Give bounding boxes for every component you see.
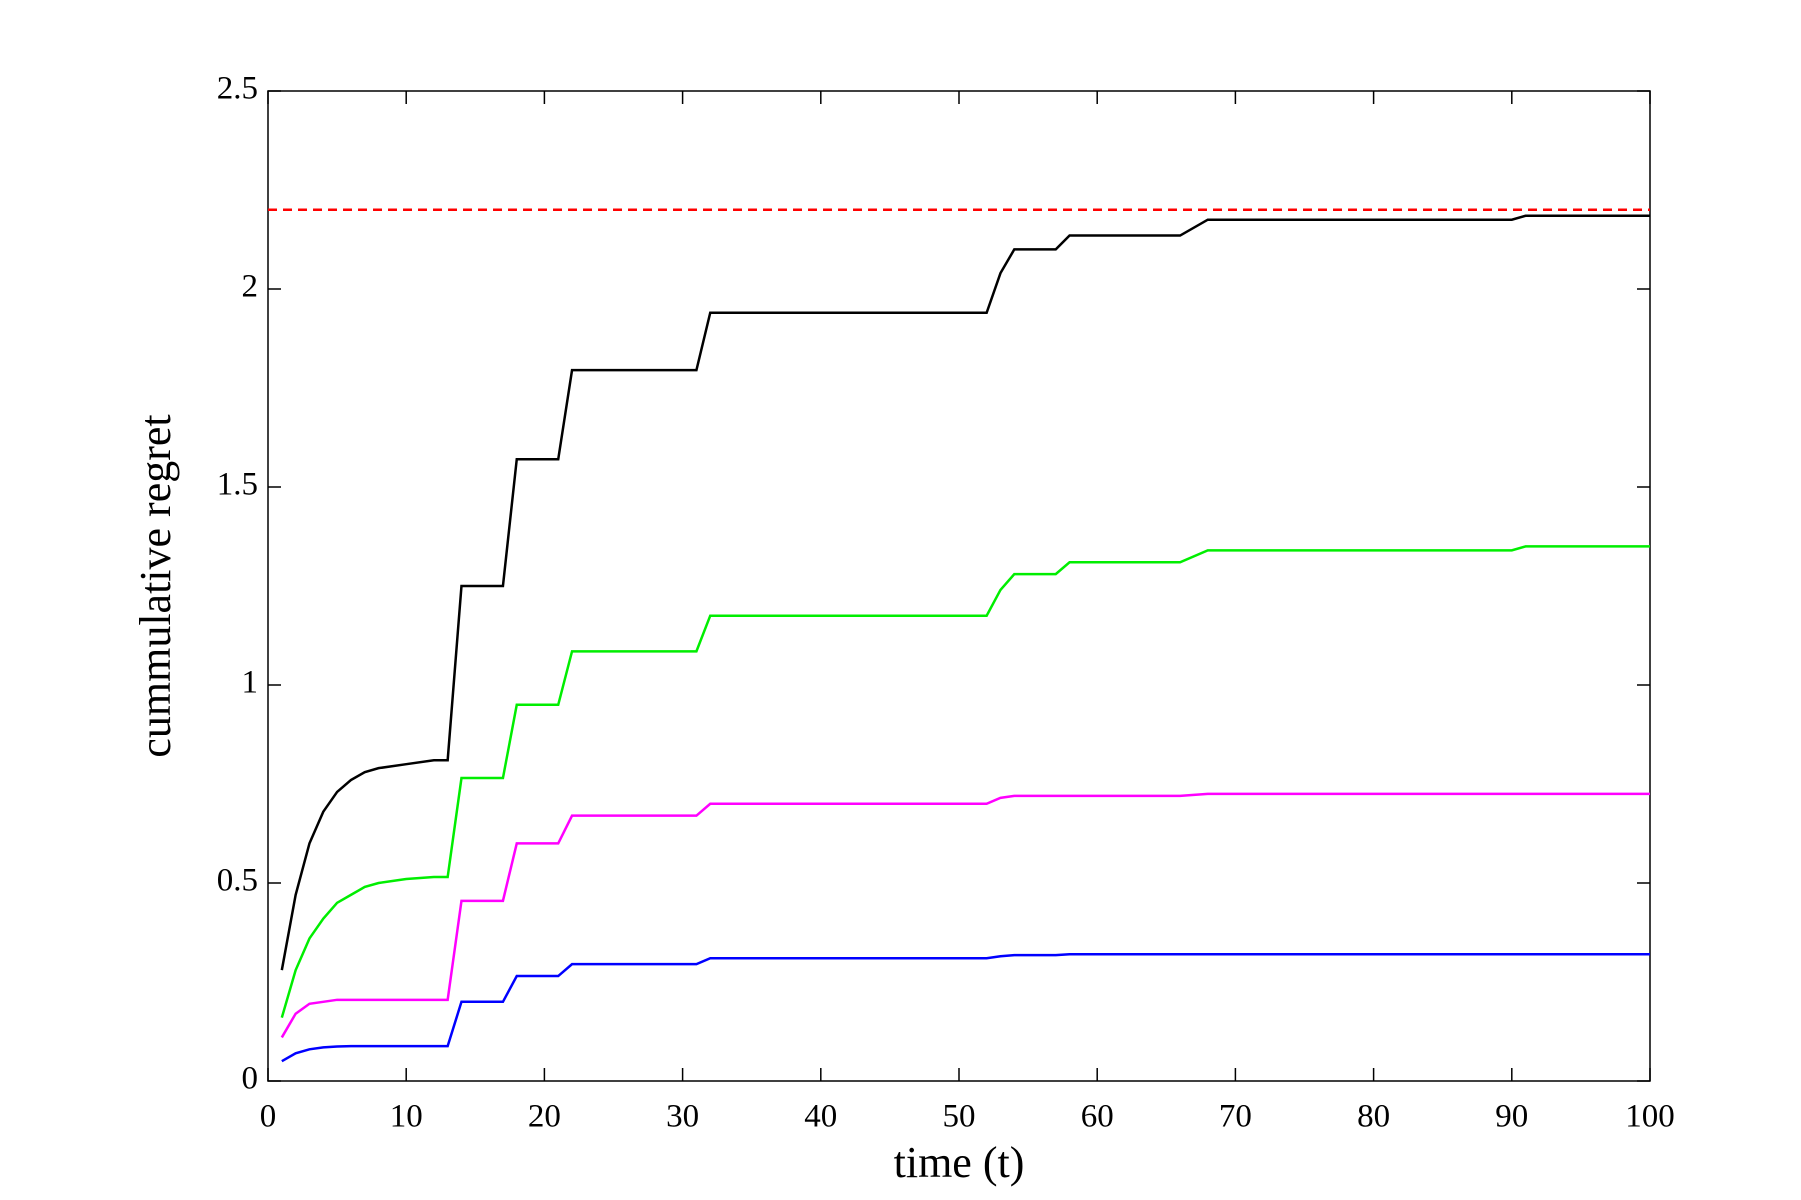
x-tick-label: 20 (528, 1099, 561, 1135)
x-tick-label: 50 (943, 1099, 976, 1135)
line (280, 792, 1650, 1039)
y-tick-label: 1.5 (217, 467, 258, 503)
x-tick-label: 70 (1219, 1099, 1252, 1135)
x-axis-label: time (t) (894, 1138, 1025, 1187)
x-tick-label: 10 (390, 1099, 423, 1135)
x-tick-label: 40 (804, 1099, 837, 1135)
x-tick-label: 60 (1081, 1099, 1114, 1135)
y-axis-label: cummulative regret (131, 414, 180, 757)
x-tick-label: 100 (1625, 1099, 1675, 1135)
line (280, 545, 1650, 1018)
y-tick-label: 2.5 (217, 71, 258, 107)
y-tick-label: 0.5 (217, 863, 258, 899)
y-tick-label: 2 (242, 269, 259, 305)
x-tick-label: 30 (666, 1099, 699, 1135)
x-tick-label: 0 (260, 1099, 277, 1135)
x-tick-label: 80 (1357, 1099, 1390, 1135)
y-tick-label: 1 (242, 665, 259, 701)
y-tick-label: 0 (242, 1061, 259, 1097)
line (280, 214, 1650, 971)
line (281, 953, 1650, 1063)
x-tick-label: 90 (1495, 1099, 1528, 1135)
